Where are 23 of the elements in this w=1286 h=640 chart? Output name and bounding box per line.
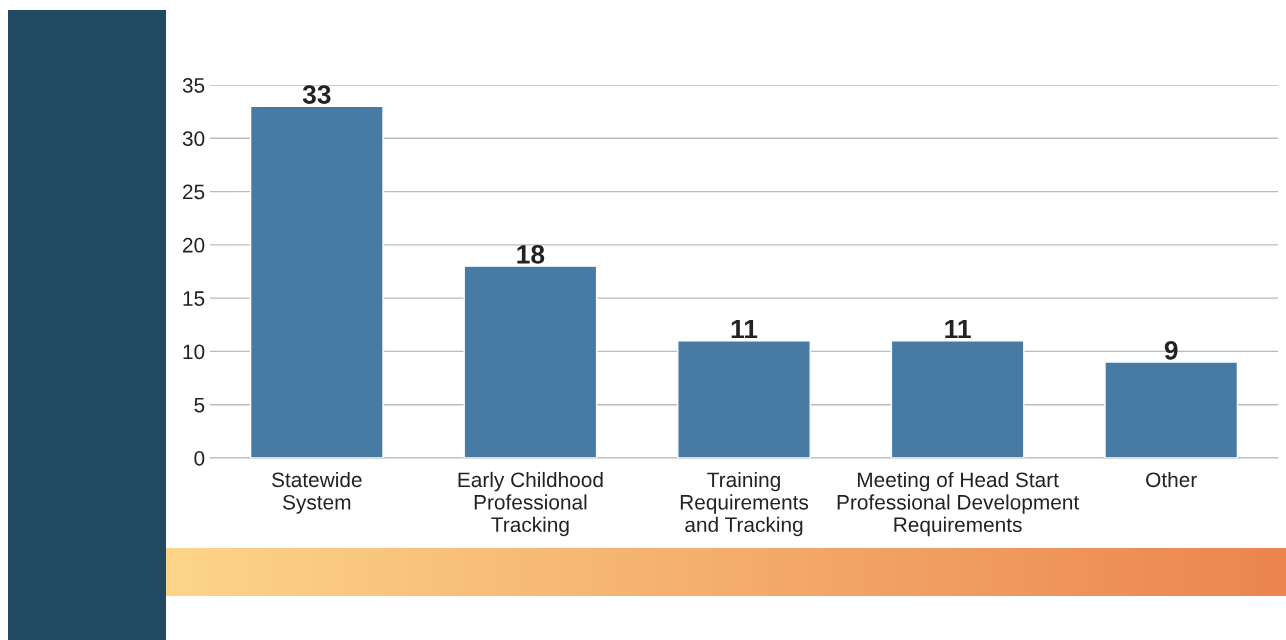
y-tick-label: 25 [183,184,205,200]
y-tick-label: 0 [194,451,205,466]
y-tick-label: 5 [194,397,205,413]
bar [249,105,384,458]
y-tick-label: 15 [183,291,205,306]
data-label: 18 [517,245,545,264]
y-tick-label: 30 [182,131,205,147]
data-label: 33 [302,85,331,104]
data-label: 11 [731,319,758,339]
x-tick-label: Statewide System [272,471,362,514]
bar [677,340,811,458]
data-label: 11 [945,319,971,339]
x-tick-label: Other [1146,471,1197,488]
bar [890,340,1025,458]
x-tick-label: Early Childhood Professional Tracking [458,471,603,537]
bar [463,265,598,458]
x-tick-label: Meeting of Head Start Professional Development Requirements [837,471,1080,537]
data-label: 9 [1164,340,1178,360]
bar [1104,361,1239,458]
x-tick-label: Training Requirements and Tracking [680,471,809,537]
y-tick-label: 35 [182,78,205,93]
y-tick-label: 10 [183,344,205,360]
y-tick-label: 20 [183,237,205,253]
